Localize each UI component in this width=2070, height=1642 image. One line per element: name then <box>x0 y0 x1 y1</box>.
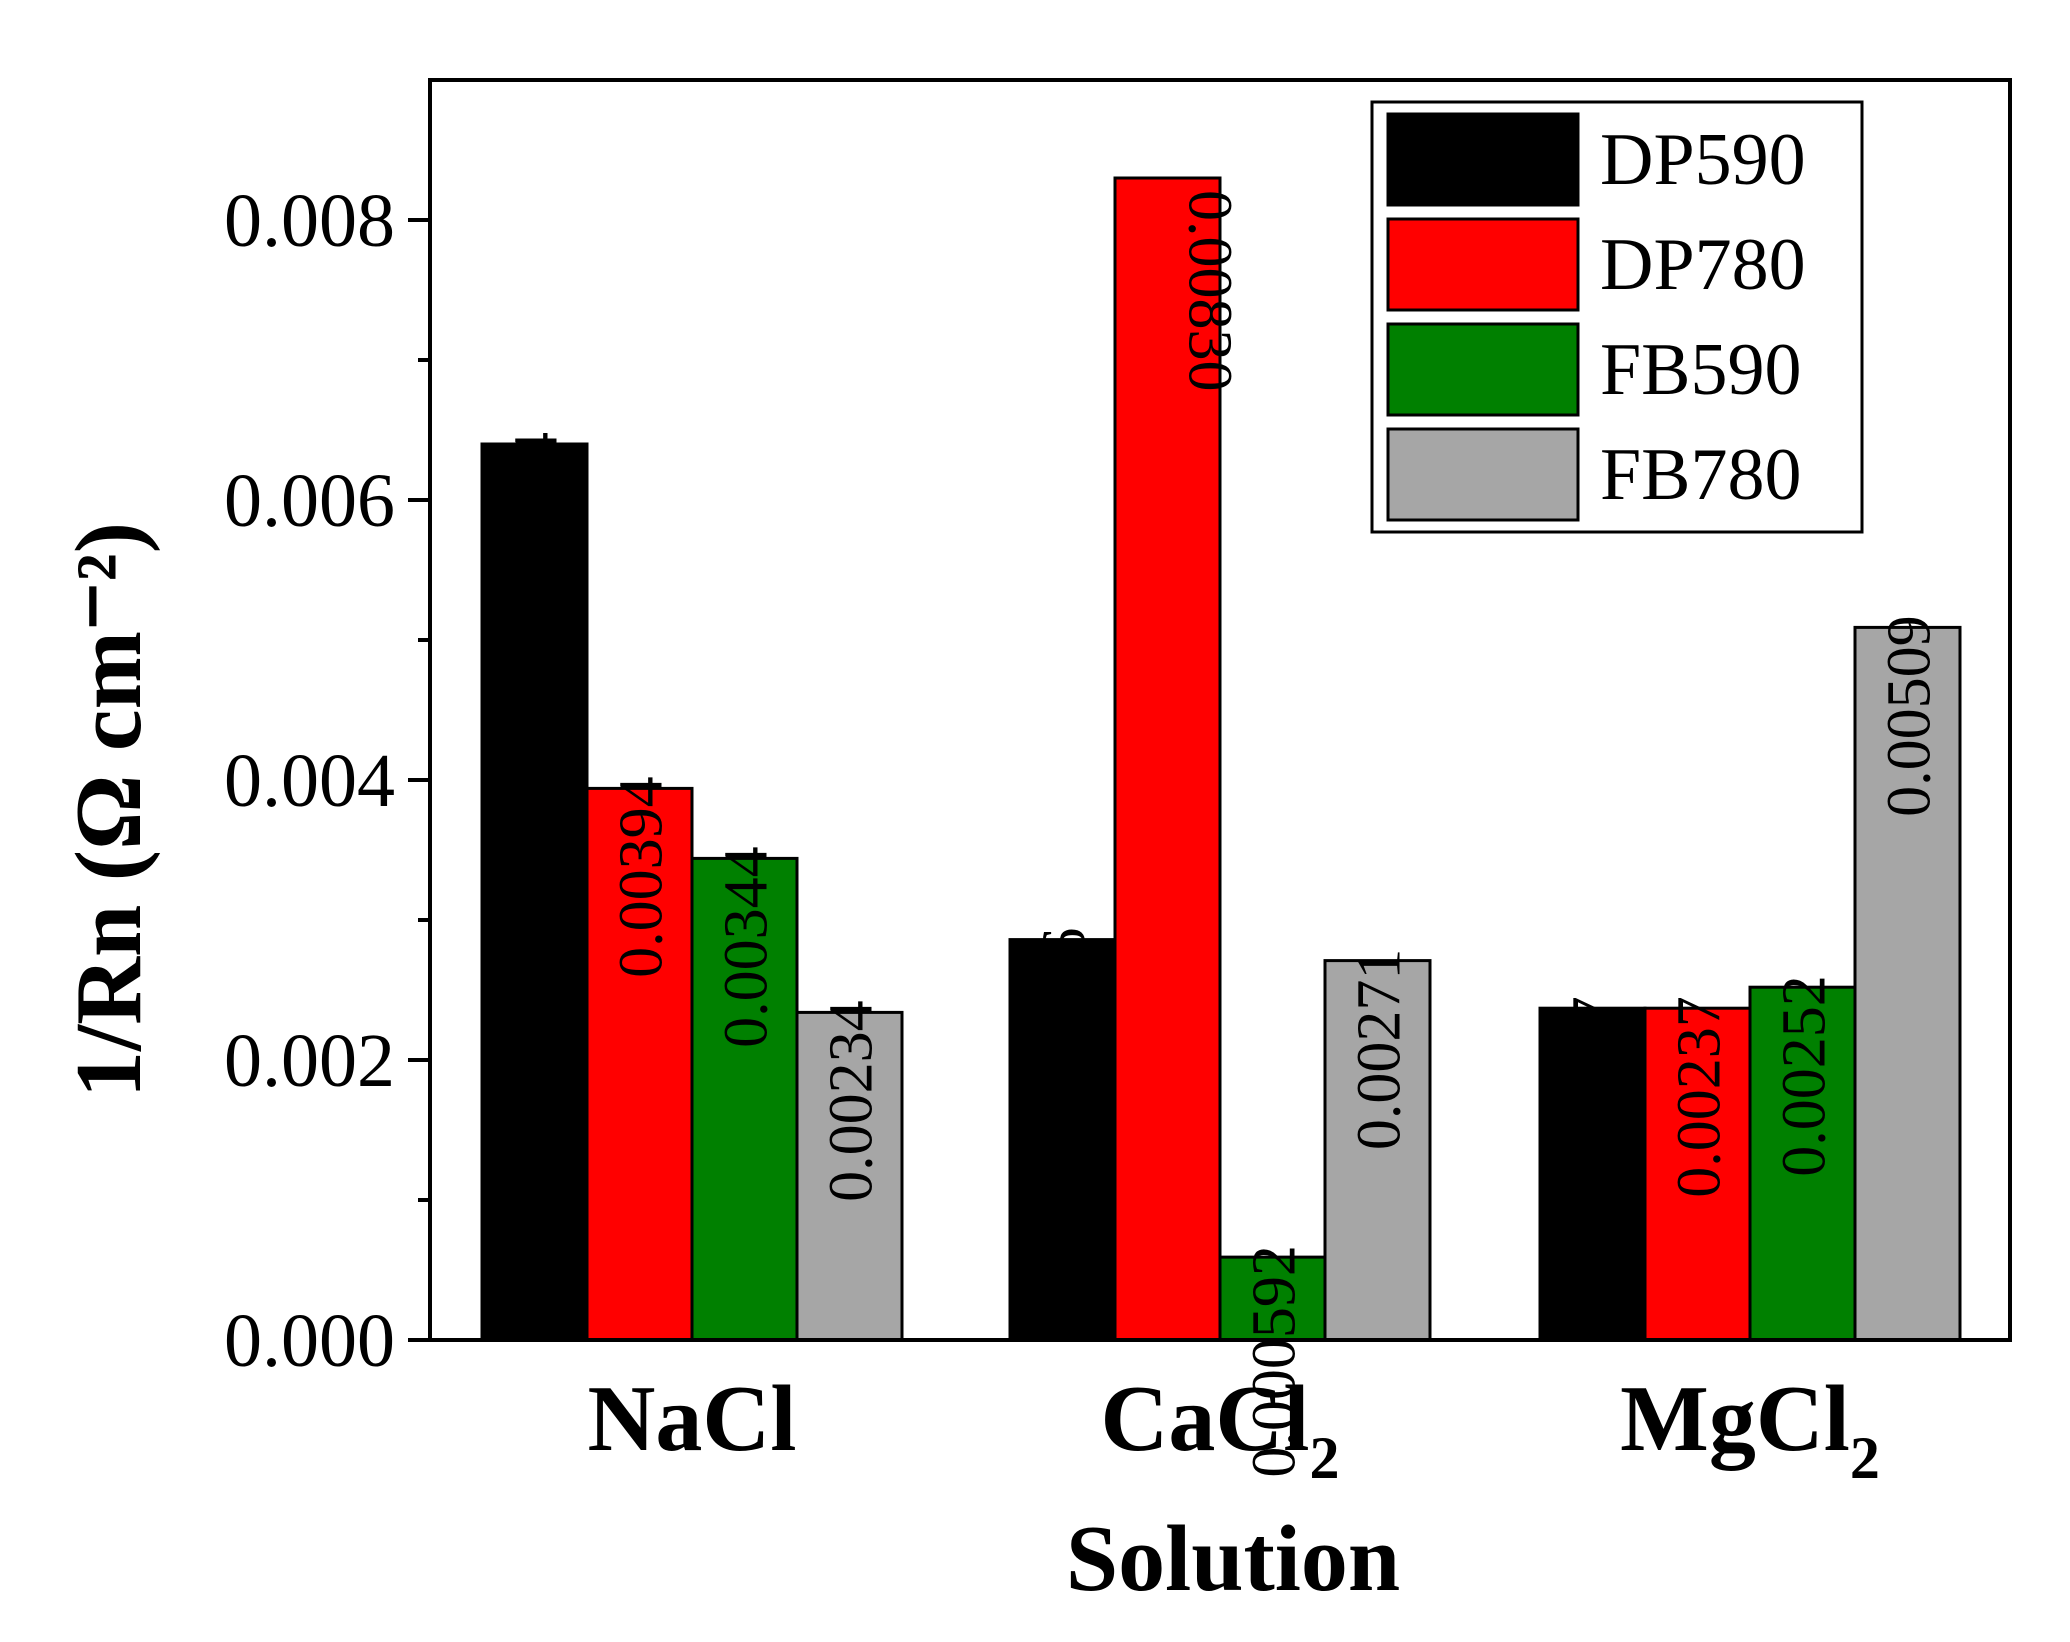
legend: DP590 DP780 FB590 FB780 <box>1370 100 1864 534</box>
y-tick-label: 0.006 <box>224 459 395 543</box>
bar-fb590-mgcl <box>1748 985 1857 1342</box>
legend-swatch-dp590 <box>1386 112 1580 207</box>
y-tick-label: 0.004 <box>224 739 395 823</box>
y-axis-title: 1/Rn (Ω cm⁻²) <box>57 522 161 1098</box>
bar-dp590-mgcl <box>1538 1006 1647 1342</box>
data-label: 0.00394 <box>608 776 676 978</box>
x-category-label: MgCl2 <box>1620 1367 1880 1491</box>
data-label: 0.00509 <box>1876 615 1944 817</box>
legend-swatch-fb780 <box>1386 427 1580 522</box>
y-tick-label: 0.008 <box>224 179 395 263</box>
data-label: 0.00252 <box>1771 975 1839 1176</box>
data-label: 0.00830 <box>1176 190 1244 392</box>
y-tick-label: 0.002 <box>224 1019 395 1103</box>
plot-frame <box>428 78 2012 1342</box>
legend-label-dp780: DP780 <box>1600 224 1806 306</box>
legend-label-dp590: DP590 <box>1600 119 1806 201</box>
x-category-label: CaCl2 <box>1101 1367 1340 1491</box>
data-label: 0.00271 <box>1346 949 1414 1151</box>
legend-swatch-dp780 <box>1386 217 1580 312</box>
data-label: 0.00237 <box>1666 996 1734 1197</box>
data-label: 0.000592 <box>1241 1245 1309 1478</box>
data-label: 0.00344 <box>713 846 781 1048</box>
x-category-label: NaCl <box>588 1367 797 1471</box>
bar-dp780-cacl <box>1113 176 1222 1342</box>
bars <box>480 176 1962 1342</box>
bar-fb590-cacl <box>1218 1255 1327 1342</box>
data-label: 0.00286 <box>1031 928 1099 1130</box>
data-label: 0.0064 <box>503 432 571 603</box>
y-axis-ticks: 0.000 0.002 0.004 0.006 0.008 <box>224 179 430 1383</box>
data-label: 0.00234 <box>818 1000 886 1202</box>
legend-swatch-fb590 <box>1386 322 1580 417</box>
x-axis-title: Solution <box>1066 1507 1400 1611</box>
legend-label-fb780: FB780 <box>1600 434 1802 516</box>
data-labels: 0.0064 0.00394 0.00344 0.00234 0.00286 0.0083… <box>503 190 1944 1478</box>
bar-fb780-mgcl <box>1853 625 1962 1342</box>
x-axis-categories: NaCl CaCl2 MgCl2 <box>588 1367 1880 1491</box>
y-tick-label: 0.000 <box>224 1299 395 1383</box>
data-label: 0.00237 <box>1561 996 1629 1197</box>
legend-label-fb590: FB590 <box>1600 329 1802 411</box>
bar-fb780-cacl <box>1323 959 1432 1342</box>
